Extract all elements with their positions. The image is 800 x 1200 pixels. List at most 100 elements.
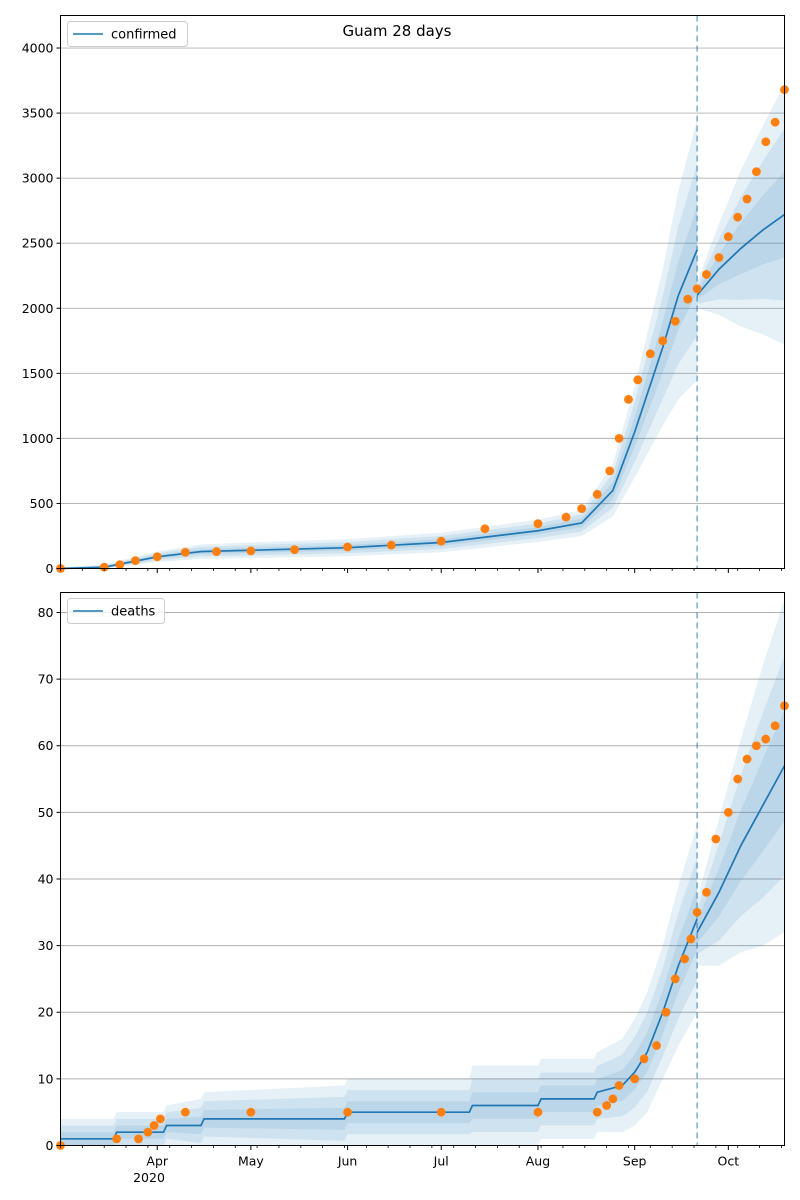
deaths-observed-point [670, 974, 680, 984]
deaths-observed-point [630, 1074, 640, 1084]
confirmed-observed-point [770, 117, 780, 127]
confirmed-observed-point [733, 212, 743, 222]
confirmed-y-tick-label: 500 [30, 496, 54, 511]
deaths-y-tick-label: 40 [38, 871, 54, 886]
confirmed-legend-box [67, 21, 188, 47]
confirmed-plot-area [56, 15, 789, 573]
confirmed-observed-point [130, 556, 140, 566]
confirmed-observed-point [343, 542, 353, 552]
deaths-observed-point [592, 1107, 602, 1117]
confirmed-y-tick-label: 3000 [22, 171, 54, 186]
deaths-observed-point [770, 721, 780, 731]
deaths-observed-point [149, 1121, 159, 1130]
x-tick-label: Sep [623, 1154, 647, 1169]
confirmed-axes-frame [60, 15, 785, 569]
deaths-observed-point [533, 1107, 543, 1117]
confirmed-observed-point [592, 489, 602, 499]
confirmed-observed-point [99, 562, 109, 572]
confirmed-y-tick-label: 2500 [22, 236, 54, 251]
confirmed-observed-point [714, 253, 724, 262]
confirmed-y-tick-label: 1000 [22, 431, 54, 446]
confirmed-model-line [60, 249, 698, 570]
confirmed-forecast-band-3 [697, 171, 785, 300]
deaths-observed-point [246, 1107, 256, 1117]
x-year-label: 2020 [133, 1170, 165, 1185]
confirmed-observed-point [702, 270, 711, 279]
deaths-legend: deaths [67, 598, 165, 624]
deaths-y-tick-label: 20 [38, 1005, 54, 1020]
deaths-x-axis: Apr May Jun Jul Aug Sep Oct [60, 1145, 782, 1169]
deaths-observed-point [608, 1094, 618, 1104]
confirmed-y-tick-label: 3500 [22, 106, 54, 121]
confirmed-observed-point [561, 512, 571, 522]
confirmed-observed-point [480, 524, 490, 534]
deaths-fit-band-1 [60, 825, 698, 1146]
confirmed-observed-point [670, 316, 680, 326]
x-tick-label: Oct [718, 1154, 740, 1169]
confirmed-observed-point [180, 547, 190, 557]
confirmed-x-axis [60, 568, 782, 573]
confirmed-observed-point [246, 546, 256, 556]
confirmed-observed-point [752, 167, 761, 177]
confirmed-y-tick-label: 2000 [22, 301, 54, 316]
confirmed-observed-point [645, 349, 655, 359]
deaths-forecast-band-2 [697, 655, 785, 955]
deaths-y-tick-label: 70 [38, 672, 54, 687]
deaths-observed-point [702, 887, 711, 897]
deaths-observed-point [639, 1054, 649, 1064]
confirmed-observed-point [742, 194, 752, 204]
deaths-observed-point [711, 834, 721, 844]
deaths-observed-point [436, 1107, 446, 1117]
deaths-observed-point [614, 1081, 624, 1090]
deaths-legend-label: deaths [111, 605, 156, 620]
confirmed-observed-point [212, 547, 221, 556]
deaths-y-tick-label: 80 [38, 605, 54, 620]
deaths-forecast-band-1 [697, 599, 785, 966]
deaths-forecast-line [696, 765, 786, 933]
confirmed-observed-point [436, 536, 446, 546]
deaths-legend-box [67, 598, 165, 624]
confirmed-observed-point [290, 545, 299, 555]
deaths-y-tick-label: 10 [38, 1071, 54, 1086]
deaths-observed-point [680, 954, 690, 964]
deaths-observed-point [692, 907, 702, 917]
x-tick-label: Aug [526, 1154, 550, 1169]
confirmed-observed-point [614, 433, 624, 443]
x-tick-label: Jul [433, 1154, 449, 1169]
deaths-observed-point [155, 1114, 165, 1124]
deaths-axes-frame [60, 592, 785, 1146]
confirmed-observed-point [533, 519, 543, 529]
deaths-observed-point [602, 1101, 612, 1110]
confirmed-observed-point [761, 137, 771, 147]
deaths-y-tick-label: 60 [38, 738, 54, 753]
deaths-observed-point [686, 934, 696, 944]
deaths-observed-point [652, 1041, 661, 1050]
confirmed-observed-point [152, 552, 162, 562]
deaths-forecast-band-3 [697, 710, 785, 944]
deaths-observed-point [733, 774, 743, 784]
confirmed-y-tick-label: 4000 [22, 41, 54, 56]
deaths-observed-point [134, 1134, 143, 1144]
confirmed-observed-point [633, 375, 643, 385]
confirmed-observed-point [683, 294, 693, 304]
x-tick-label: Jun [337, 1154, 358, 1169]
confirmed-observed-point [577, 504, 587, 514]
confirmed-observed-point [605, 466, 615, 476]
x-tick-label: Apr [146, 1154, 168, 1169]
deaths-observed-point [661, 1007, 671, 1017]
confirmed-observed-point [624, 394, 633, 404]
confirmed-y-tick-label: 1500 [22, 366, 54, 381]
deaths-observed-point [761, 734, 771, 744]
deaths-observed-point [752, 741, 761, 751]
confirmed-legend: confirmed [67, 21, 188, 47]
x-tick-label: May [238, 1154, 264, 1169]
deaths-observed-point [723, 807, 733, 817]
confirmed-observed-point [115, 560, 125, 569]
confirmed-observed-point [723, 232, 733, 242]
deaths-y-tick-label: 50 [38, 805, 54, 820]
deaths-observed-point [180, 1107, 190, 1117]
deaths-y-tick-label: 30 [38, 938, 54, 953]
